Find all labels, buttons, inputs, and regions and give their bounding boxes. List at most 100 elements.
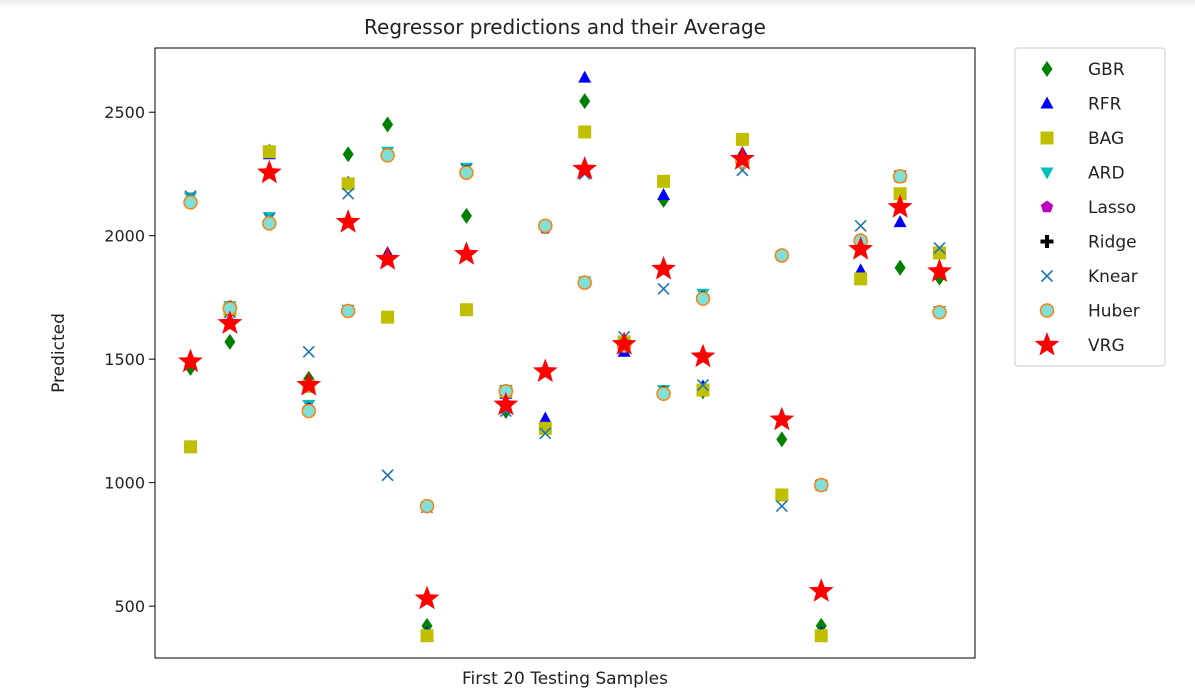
vrg-point	[808, 578, 834, 602]
vrg-point	[414, 585, 440, 610]
bag-point	[854, 272, 868, 286]
huber-point	[656, 386, 671, 401]
bag-point	[696, 383, 710, 397]
bag-point	[420, 629, 434, 643]
huber-point	[419, 498, 435, 514]
bag-point	[735, 132, 749, 146]
gbr-point	[224, 333, 236, 350]
legend-item-huber: Huber	[1039, 302, 1140, 322]
knear-point	[302, 345, 315, 358]
vrg-point	[178, 348, 203, 373]
legend-marker-ard	[1040, 167, 1054, 180]
gbr-point	[579, 93, 591, 110]
bag-point	[893, 187, 907, 201]
rfr-point	[893, 215, 907, 228]
series-vrg	[178, 146, 952, 610]
y-axis-ticks: 500 1000 1500 2000 2500	[104, 103, 155, 616]
huber-point	[774, 248, 790, 263]
knear-point	[539, 427, 552, 440]
knear-point	[381, 469, 394, 482]
rfr-point	[854, 263, 868, 276]
legend-item-knear: Knear	[1040, 267, 1138, 287]
legend-marker-lasso	[1040, 200, 1054, 213]
knear-point	[933, 241, 946, 255]
legend-item-gbr: GBR	[1041, 60, 1125, 80]
legend-label: GBR	[1088, 60, 1125, 80]
y-tick-label: 1500	[104, 350, 145, 369]
legend-marker-vrg	[1034, 332, 1060, 356]
gbr-point	[342, 146, 354, 163]
huber-point	[340, 303, 356, 319]
huber-point	[183, 195, 198, 210]
knear-point	[696, 379, 710, 392]
rfr-point	[538, 411, 552, 424]
gbr-point	[382, 116, 394, 133]
huber-point	[892, 169, 908, 184]
bag-point	[775, 488, 789, 502]
bag-point	[538, 421, 552, 435]
legend-label: RFR	[1088, 95, 1122, 115]
legend-item-ridge: Ridge	[1040, 233, 1137, 253]
bag-point	[657, 174, 671, 188]
huber-point	[538, 218, 553, 234]
legend-item-bag: BAG	[1040, 129, 1124, 149]
data-points	[178, 70, 952, 643]
gbr-point	[894, 259, 906, 276]
legend-marker-rfr	[1040, 96, 1054, 109]
y-axis-label: Predicted	[49, 313, 69, 393]
legend-label: Lasso	[1088, 198, 1136, 218]
vrg-point	[257, 159, 282, 184]
vrg-point	[454, 241, 479, 265]
huber-point	[695, 291, 711, 306]
chart-title: Regressor predictions and their Average	[364, 15, 766, 39]
knear-point	[775, 500, 788, 513]
huber-point	[932, 305, 947, 320]
legend-marker-gbr	[1041, 61, 1053, 77]
huber-point	[577, 275, 592, 290]
legend-label: Huber	[1088, 302, 1140, 322]
vrg-point	[572, 156, 598, 180]
gbr-point	[460, 207, 472, 224]
bag-point	[341, 177, 355, 191]
vrg-point	[296, 372, 322, 396]
vrg-point	[217, 310, 243, 334]
y-tick-label: 1000	[104, 474, 145, 493]
bag-point	[578, 125, 592, 139]
series-bag	[183, 125, 947, 643]
legend-label: BAG	[1088, 129, 1124, 149]
bag-point	[381, 310, 395, 324]
bag-point	[459, 303, 473, 317]
legend-label: Ridge	[1088, 233, 1137, 253]
bag-point	[933, 246, 947, 260]
plot-area	[154, 47, 976, 659]
gbr-point	[776, 431, 788, 448]
vrg-point	[375, 246, 400, 270]
knear-point	[342, 187, 355, 200]
vrg-point	[611, 331, 637, 355]
knear-point	[657, 282, 670, 295]
rfr-point	[657, 187, 671, 200]
bag-point	[814, 629, 828, 643]
vrg-point	[690, 343, 716, 368]
legend-label: ARD	[1088, 164, 1125, 184]
huber-point	[301, 403, 316, 419]
legend-item-vrg: VRG	[1034, 332, 1125, 356]
huber-point	[380, 148, 395, 163]
vrg-point	[532, 358, 558, 382]
legend-marker-bag	[1040, 131, 1054, 145]
legend-item-lasso: Lasso	[1040, 198, 1136, 218]
bag-point	[262, 145, 276, 159]
vrg-point	[730, 146, 755, 170]
y-tick-label: 2000	[104, 227, 145, 246]
y-tick-label: 2500	[104, 103, 145, 122]
legend-marker-ridge	[1040, 235, 1054, 248]
vrg-point	[848, 236, 873, 260]
rfr-point	[578, 70, 592, 83]
huber-point	[814, 477, 829, 493]
legend-item-rfr: RFR	[1040, 95, 1122, 115]
legend-marker-huber	[1039, 303, 1055, 318]
knear-point	[854, 219, 867, 232]
vrg-point	[927, 258, 952, 282]
window-top-strip	[0, 0, 1195, 8]
